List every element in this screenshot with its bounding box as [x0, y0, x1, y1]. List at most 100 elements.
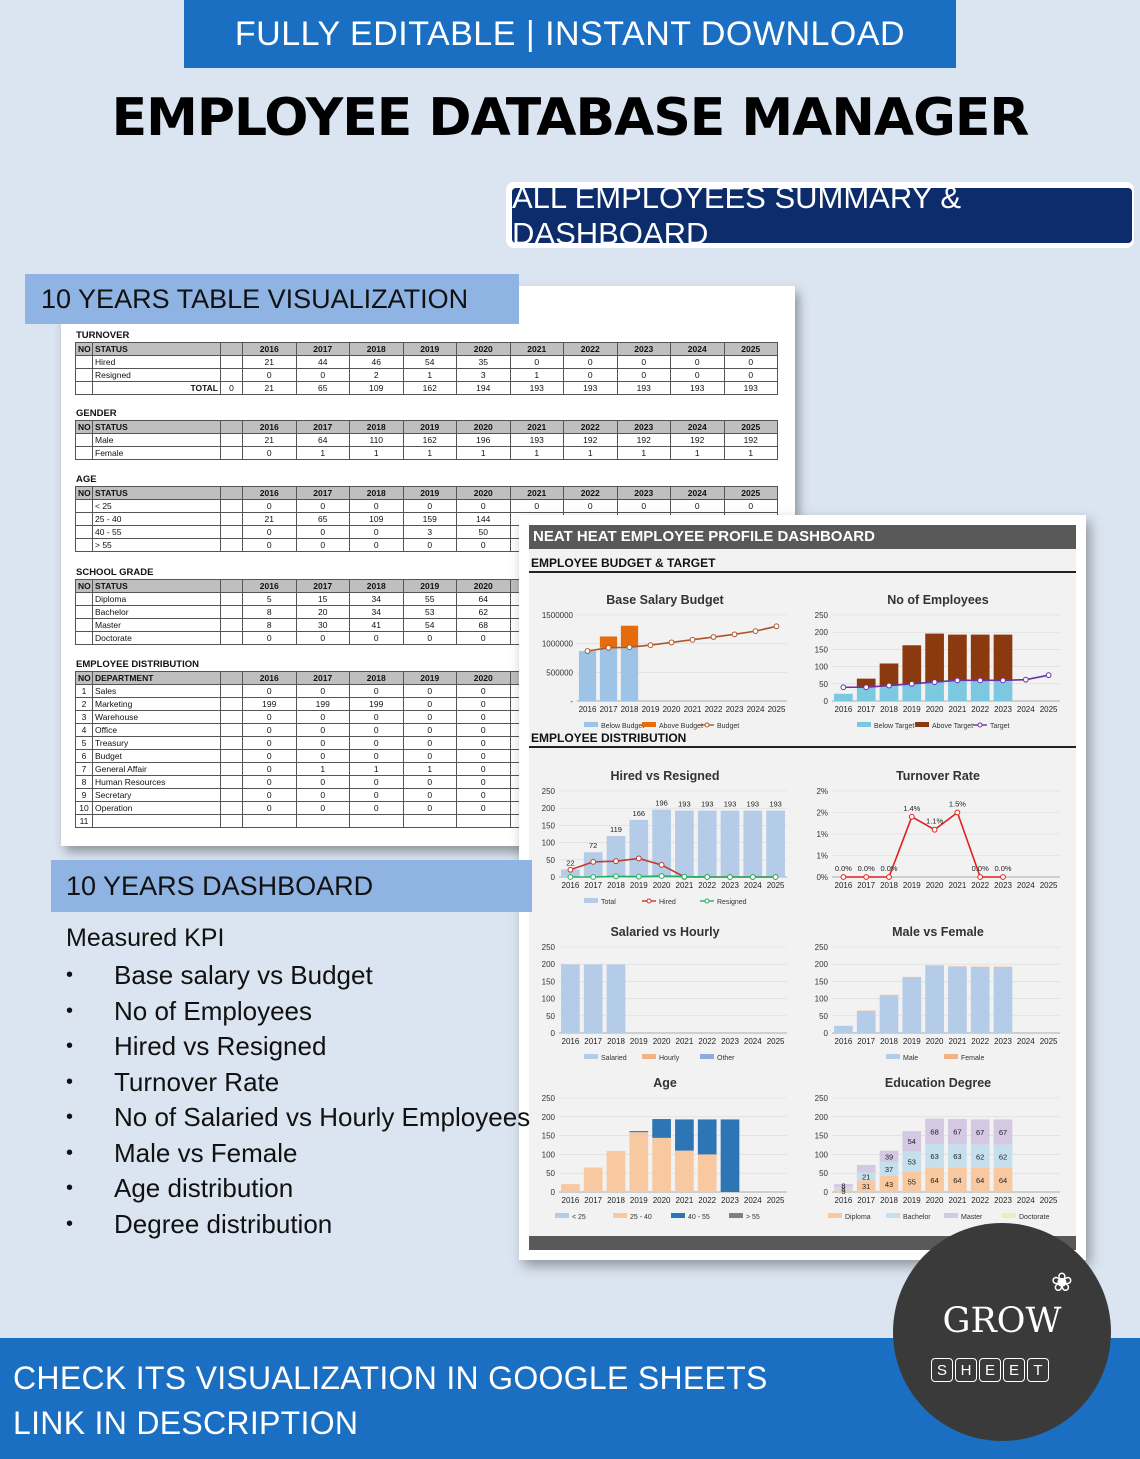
- x-tick-label: 2018: [607, 1196, 625, 1205]
- table-cell: Master: [92, 618, 221, 632]
- table-cell: 192: [563, 433, 618, 447]
- line-point: [710, 634, 717, 640]
- table-cell: 0: [349, 538, 404, 552]
- legend-label: Total: [601, 899, 616, 906]
- table-header-cell: 2024: [670, 420, 725, 434]
- dashboard-title: NEAT HEAT EMPLOYEE PROFILE DASHBOARD: [529, 525, 1076, 549]
- table-cell: 0: [349, 775, 404, 789]
- x-tick-label: 2021: [949, 705, 967, 714]
- table-header-cell: 2017: [295, 579, 350, 593]
- x-tick-label: 2016: [835, 881, 853, 890]
- data-label: 63: [953, 1152, 961, 1161]
- y-tick-label: 200: [815, 628, 829, 637]
- table-cell: 0: [670, 355, 725, 369]
- table-header-cell: NO: [75, 342, 93, 356]
- table-cell: 0: [295, 788, 350, 802]
- kpi-item-label: Base salary vs Budget: [114, 960, 373, 991]
- line-point: [590, 874, 597, 880]
- table-total-cell: 21: [242, 381, 297, 395]
- bar-above-budget: [599, 636, 618, 648]
- x-tick-label: 2019: [903, 1196, 921, 1205]
- line-point: [668, 639, 675, 646]
- table-cell: Resigned: [92, 368, 221, 382]
- dashboard-section-budget: EMPLOYEE BUDGET & TARGET: [531, 556, 716, 570]
- table-cell: 0: [242, 446, 297, 460]
- y-tick-label: 0: [824, 1188, 829, 1197]
- table-cell: 0: [349, 736, 404, 750]
- table-cell: 0: [723, 355, 778, 369]
- bullet-icon: •: [66, 1070, 74, 1093]
- table-cell: Sales: [92, 684, 221, 698]
- data-label: 67: [953, 1128, 961, 1137]
- x-tick-label: 2022: [971, 1196, 989, 1205]
- table-row: Male 21 64 110 162 196 193 192 192 192 192: [75, 433, 778, 447]
- table-cell: Office: [92, 723, 221, 737]
- bar-total: [606, 836, 626, 877]
- bar-bachelor: [856, 1172, 876, 1181]
- table-header-cell: 2021: [509, 420, 564, 434]
- table-cell: 196: [456, 433, 511, 447]
- legend-label: Female: [961, 1055, 984, 1062]
- kpi-item: • Male vs Female: [66, 1136, 530, 1172]
- bar-25-40: [629, 1132, 649, 1192]
- table-header-cell: NO: [75, 420, 93, 434]
- table-cell: 0: [295, 801, 350, 815]
- table-cell: [92, 814, 221, 828]
- line-point: [772, 874, 779, 880]
- bar-male: [925, 965, 944, 1033]
- chart-title: Education Degree: [884, 1076, 992, 1090]
- y-tick-label: 0: [551, 1188, 556, 1197]
- legend-swatch: [700, 1054, 714, 1059]
- table-cell: 0: [456, 697, 511, 711]
- table-cell: 55: [402, 592, 457, 606]
- x-tick-label: 2023: [994, 881, 1012, 890]
- legend-label: Salaried: [601, 1055, 627, 1062]
- table-cell: 0: [242, 538, 297, 552]
- x-tick-label: 2019: [903, 705, 921, 714]
- x-tick-label: 2022: [698, 1196, 716, 1205]
- data-label: 62: [976, 1152, 984, 1161]
- line-point: [658, 873, 665, 879]
- x-tick-label: 2018: [880, 705, 898, 714]
- table-cell: 0: [242, 710, 297, 724]
- table-cell: 0: [723, 499, 778, 513]
- table-cell: 1: [402, 368, 457, 382]
- table-cell: 1: [723, 446, 778, 460]
- data-label: 8: [841, 1182, 845, 1191]
- table-cell: [75, 512, 93, 526]
- table-title: GENDER: [76, 408, 117, 419]
- bar-total: [652, 809, 671, 877]
- y-tick-label: 250: [815, 943, 829, 952]
- table-cell: 0: [242, 723, 297, 737]
- line-point: [840, 684, 847, 691]
- y-tick-label: 150: [815, 977, 829, 986]
- table-cell: 0: [456, 499, 511, 513]
- x-tick-label: 2024: [1017, 881, 1035, 890]
- x-tick-label: 2025: [767, 1037, 785, 1046]
- table-header-cell: 2023: [616, 420, 671, 434]
- data-label: 22: [566, 858, 574, 867]
- chart-svg: 250 200 150 100 50 0 2016 2017 2018 2019 2020 2021 2…: [542, 787, 787, 906]
- table-cell: 50: [456, 525, 511, 539]
- table-header-cell: 2021: [509, 486, 564, 500]
- table-header-cell: [220, 420, 243, 434]
- table-header-cell: STATUS: [92, 342, 221, 356]
- legend-swatch: [704, 898, 710, 904]
- table-cell: 1: [349, 446, 404, 460]
- table-cell: 54: [402, 618, 457, 632]
- table-header-cell: 2019: [402, 486, 457, 500]
- table-cell: 0: [402, 736, 457, 750]
- table-cell: [75, 618, 93, 632]
- table-cell: [220, 710, 243, 724]
- table-cell: 9: [75, 788, 93, 802]
- data-label: 0.0%: [880, 864, 897, 873]
- x-tick-label: 2023: [721, 881, 739, 890]
- bar-below-target: [993, 680, 1013, 701]
- table-cell: 193: [509, 433, 564, 447]
- legend-swatch: [704, 722, 710, 728]
- line-point: [567, 874, 574, 880]
- bar-diploma: [970, 1167, 990, 1192]
- table-cell: 0: [295, 775, 350, 789]
- table-row: Female 0 1 1 1 1 1 1 1 1 1: [75, 446, 778, 460]
